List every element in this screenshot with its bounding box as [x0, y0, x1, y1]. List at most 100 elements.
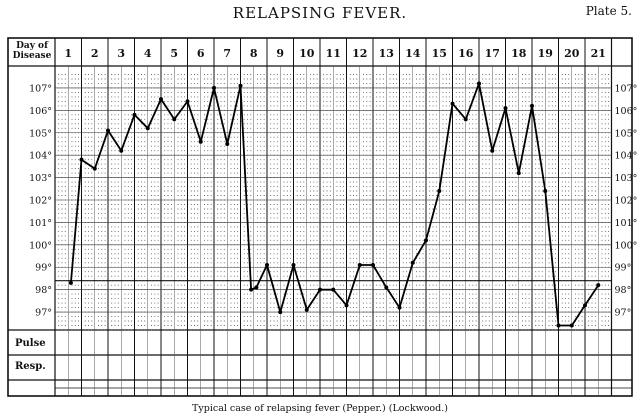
y-tick-label-right: 101° — [615, 218, 638, 229]
temperature-point — [68, 280, 73, 285]
temperature-point — [106, 128, 110, 133]
temperature-point — [424, 238, 428, 243]
temperature-point — [92, 166, 97, 171]
y-tick-label-right: 97° — [615, 308, 632, 319]
temperature-point — [198, 139, 203, 144]
temperature-point — [132, 112, 137, 117]
day-tick-label: 21 — [591, 47, 606, 60]
temperature-point — [384, 285, 389, 290]
temperature-point — [463, 117, 468, 122]
temperature-point — [516, 171, 521, 176]
temperature-point — [238, 83, 243, 88]
y-tick-label-right: 103° — [615, 173, 638, 184]
day-label-line2: Disease — [13, 51, 52, 61]
temperature-point — [249, 287, 254, 292]
plate-label: Plate 5. — [585, 4, 632, 18]
y-tick-label-left: 102° — [29, 196, 52, 207]
day-tick-label: 17 — [485, 47, 500, 60]
temperature-point — [254, 285, 259, 290]
day-tick-label: 10 — [299, 47, 315, 60]
temperature-point — [291, 263, 296, 267]
y-tick-label-right: 105° — [615, 128, 638, 139]
temperature-point — [265, 263, 269, 267]
temperature-point — [331, 287, 336, 292]
temperature-point — [225, 141, 230, 146]
day-tick-label: 11 — [326, 47, 341, 60]
day-tick-label: 1 — [64, 47, 72, 60]
temperature-point — [450, 101, 455, 106]
y-tick-label-right: 107° — [615, 83, 638, 94]
temperature-point — [212, 85, 216, 90]
day-tick-label: 19 — [538, 47, 553, 60]
temperature-point — [304, 307, 309, 312]
temperature-point — [145, 126, 150, 131]
temperature-point — [583, 303, 587, 308]
y-tick-label-right: 100° — [615, 240, 638, 251]
grid-lines — [55, 38, 612, 396]
y-tick-label-left: 107° — [29, 83, 52, 94]
day-tick-label: 16 — [458, 47, 474, 60]
y-tick-label-right: 98° — [615, 285, 632, 296]
y-tick-label-right: 99° — [615, 263, 632, 274]
dot-pattern — [58, 74, 609, 331]
temperature-point — [172, 117, 177, 122]
day-tick-label: 8 — [250, 47, 258, 60]
day-tick-label: 18 — [511, 47, 527, 60]
axis-labels: Day of Disease Pulse Resp. — [13, 41, 52, 372]
y-tick-label-left: 101° — [29, 218, 52, 229]
temperature-point — [119, 148, 124, 153]
temperature-point — [556, 323, 561, 328]
temperature-point — [357, 263, 362, 267]
temperature-point — [318, 287, 322, 292]
day-label-line1: Day of — [16, 41, 49, 51]
y-tick-label-left: 105° — [29, 128, 52, 139]
temperature-point — [79, 157, 84, 162]
temperature-point — [278, 310, 283, 315]
day-tick-label: 5 — [170, 47, 178, 60]
temperature-point — [477, 81, 481, 86]
chart-title: RELAPSING FEVER. — [232, 4, 408, 22]
temperature-point — [437, 189, 442, 194]
y-tick-label-left: 99° — [35, 263, 52, 274]
temperature-point — [543, 189, 548, 194]
figure-caption: Typical case of relapsing fever (Pepper.… — [192, 403, 448, 414]
y-tick-labels: 97° 97° 98° 98° 99° 99° 100° 100° 101° 101° 102° 10… — [29, 83, 637, 318]
y-tick-label-left: 104° — [29, 151, 52, 162]
day-tick-label: 2 — [91, 47, 99, 60]
temperature-series — [68, 81, 601, 328]
temperature-point — [397, 305, 402, 310]
day-tick-label: 20 — [564, 47, 580, 60]
y-tick-label-left: 103° — [29, 173, 52, 184]
temperature-point — [530, 103, 534, 108]
y-tick-label-right: 106° — [615, 106, 638, 117]
temperature-point — [503, 106, 508, 111]
y-tick-label-left: 100° — [29, 240, 52, 251]
y-tick-label-left: 98° — [35, 285, 52, 296]
temperature-point — [344, 303, 349, 308]
temperature-point — [159, 97, 163, 102]
y-tick-label-right: 102° — [615, 196, 638, 207]
day-tick-label: 9 — [276, 47, 284, 60]
day-tick-label: 3 — [117, 47, 125, 60]
dot-texture — [58, 74, 609, 331]
day-tick-labels: 1 2 3 4 5 6 7 8 9 10 11 12 13 14 15 16 17 18 19 20 21 — [64, 47, 605, 60]
temperature-point — [596, 283, 601, 288]
day-tick-label: 4 — [144, 47, 152, 60]
temperature-line — [70, 82, 600, 327]
day-tick-label: 13 — [379, 47, 394, 60]
temperature-point — [410, 260, 415, 265]
day-tick-label: 12 — [352, 47, 367, 60]
y-tick-label-right: 104° — [615, 151, 638, 162]
y-tick-label-left: 106° — [29, 106, 52, 117]
y-tick-label-left: 97° — [35, 308, 52, 319]
day-tick-label: 15 — [432, 47, 447, 60]
day-tick-label: 14 — [405, 47, 421, 60]
temperature-point — [371, 263, 375, 267]
day-tick-label: 7 — [223, 47, 231, 60]
pulse-label: Pulse — [15, 338, 46, 349]
day-tick-label: 6 — [197, 47, 205, 60]
temperature-point — [569, 323, 574, 328]
temperature-point — [185, 99, 190, 104]
temperature-point — [490, 148, 495, 153]
